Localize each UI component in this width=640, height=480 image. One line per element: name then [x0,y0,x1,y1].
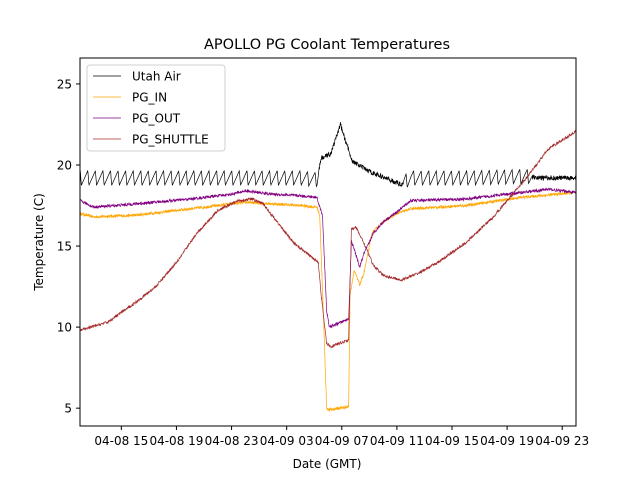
x-tick-label: 04-09 19 [480,434,534,448]
series-line-pg-out [79,187,577,329]
chart-title: APOLLO PG Coolant Temperatures [204,37,450,53]
x-tick-label: 04-08 15 [94,434,148,448]
y-tick-label: 25 [57,77,72,91]
y-tick-label: 20 [57,158,72,172]
x-tick-label: 04-08 23 [205,434,259,448]
legend-label: PG_IN [132,91,167,105]
legend-box [86,64,226,152]
x-tick-label: 04-09 15 [425,434,479,448]
y-tick-label: 15 [57,240,72,254]
y-tick-label: 10 [57,321,72,335]
x-tick-label: 04-09 03 [260,434,314,448]
x-tick-label: 04-09 07 [315,434,369,448]
legend-label: PG_OUT [132,112,181,126]
plot-frame [79,57,577,427]
legend-label: Utah Air [132,70,181,84]
x-tick-label: 04-09 11 [370,434,424,448]
x-axis: 04-08 15 04-08 19 04-08 23 04-09 03 04-09 07… [94,426,589,448]
x-tick-label: 04-09 23 [535,434,589,448]
series-line-utah-air [79,122,577,188]
series-line-pg-shuttle [79,129,577,349]
legend: Utah Air PG_IN PG_OUT PG_SHUTTLE [86,64,226,152]
x-tick-label: 04-08 19 [149,434,203,448]
x-axis-label: Date (GMT) [293,457,362,471]
legend-label: PG_SHUTTLE [132,133,209,147]
plot-area [79,122,577,412]
y-axis: 5 10 15 20 25 [57,77,80,416]
y-tick-label: 5 [64,402,72,416]
series-line-pg-in [79,190,577,412]
y-axis-label: Temperature (C) [32,193,46,292]
